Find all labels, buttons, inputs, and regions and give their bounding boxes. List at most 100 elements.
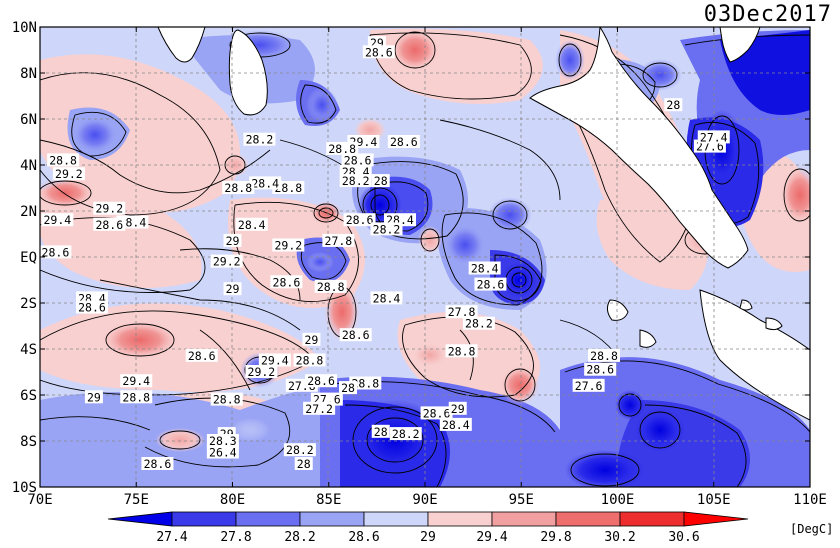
contour-label-text: 27.6 (575, 379, 603, 393)
y-tick-label: 8N (20, 66, 37, 82)
contour-label: 28.8 (314, 279, 347, 294)
contour-label: 28.8 (222, 181, 255, 195)
contour-label: 29 (223, 233, 242, 248)
contour-label-bg (371, 424, 390, 438)
contour-label-bg (47, 153, 80, 167)
contour-label-text: 29.2 (55, 167, 83, 181)
contour-label: 28.4 (249, 176, 282, 190)
colorbar-segment (363, 511, 429, 527)
contour-label-bg (697, 130, 730, 144)
contour-label-bg (341, 153, 374, 167)
contour-label-text: 28.8 (122, 390, 150, 404)
contour-label-text: 28.3 (209, 434, 237, 448)
colorbar-segment (427, 511, 493, 527)
contour-label-text: 28 (297, 457, 311, 471)
map-date-title: 03Dec2017 (703, 2, 832, 27)
contour-label-text: 28.8 (590, 349, 618, 363)
contour-label-bg (210, 254, 243, 268)
contour-label-text: 29.2 (274, 239, 302, 253)
contour-label-bg (222, 181, 255, 194)
contour-label-bg (210, 392, 243, 406)
y-tick-label: 4N (20, 158, 37, 174)
x-tick-label: 75E (124, 492, 149, 508)
contour-label-bg (235, 217, 268, 231)
contour-label-bg (572, 378, 605, 392)
contour-label: 26.4 (206, 445, 239, 460)
contour-label-bg (462, 316, 495, 330)
axis-ticks: 70E 75E 80E 85E 90E 95E 100E 105E 110E 10N 8N 6N 4N 2… (12, 20, 827, 508)
contour-label-bg (439, 417, 472, 431)
land-masses (157, 27, 810, 421)
colorbar-segment (555, 511, 621, 527)
contour-label-text: 28.6 (365, 45, 393, 59)
y-tick-label: EQ (20, 250, 37, 266)
contour-label-bg (223, 282, 242, 296)
contour-label-bg (93, 217, 126, 231)
contour-label: 28 (371, 174, 390, 188)
contour-label-bg (584, 362, 617, 376)
contour-label-text: 28.8 (317, 280, 345, 294)
contour-label-bg (120, 390, 153, 404)
contour-label-bg (258, 353, 291, 367)
contour-label-bg (41, 213, 74, 227)
x-tick-label: 90E (412, 492, 437, 508)
contour-label-text: 28.2 (342, 174, 370, 188)
contour-label-text: 29.4 (261, 354, 289, 368)
contour-label-bg (445, 305, 478, 319)
contour-label: 29.2 (52, 167, 85, 181)
contour-label-text: 29 (226, 282, 240, 296)
x-tick-label: 100E (601, 492, 635, 508)
contour-label: 28.6 (270, 275, 303, 289)
contour-label-bg (206, 445, 239, 459)
contour-label: 28.6 (93, 217, 126, 232)
colorbar-segment (235, 511, 301, 527)
contour-label: 28.6 (40, 245, 72, 259)
colorbar-level-label: 29.4 (476, 530, 507, 544)
y-tick-label: 6S (20, 388, 37, 404)
contour-label-bg (270, 275, 303, 289)
x-tick-label: 70E (27, 492, 52, 508)
contour-label-bg (293, 353, 326, 367)
contour-label-text: 28.8 (328, 142, 356, 156)
contour-label-bg (75, 300, 108, 314)
contour-label: 28.8 (120, 390, 153, 404)
contour-label-text: 29.2 (213, 255, 241, 269)
colorbar-level-label: 30.2 (604, 530, 635, 544)
contour-label-bg (120, 374, 153, 388)
contour-label-bg (370, 291, 403, 305)
colorbar-segment-low (107, 511, 173, 527)
contour-label-text: 27.8 (448, 305, 476, 319)
contour-label-text: 28 (374, 174, 388, 188)
x-tick-label: 95E (509, 492, 534, 508)
contour-label-bg (339, 381, 357, 395)
contour-label: 28.6 (185, 348, 218, 363)
contour-label: 28.8 (349, 376, 382, 391)
colorbar-level-label: 30.6 (668, 530, 699, 544)
contour-label-text: 28.8 (296, 354, 324, 368)
contour-label-text: 29 (304, 333, 318, 347)
contour-label: 28.2 (283, 443, 316, 457)
contour-label-text: 28.8 (49, 153, 77, 167)
y-tick-label: 6N (20, 112, 37, 128)
y-tick-label: 2S (20, 296, 37, 312)
contour-label-text: 28.6 (390, 135, 418, 149)
contour-label: 28.8 (293, 353, 326, 368)
x-tick-label: 80E (220, 492, 245, 508)
contour-label-text: 29 (87, 390, 101, 404)
contour-label-bg (339, 328, 372, 342)
contour-label: 28 (294, 457, 313, 471)
contour-label-text: 28.8 (274, 181, 302, 195)
contour-label: 27.6 (572, 378, 605, 393)
contour-label-text: 28.2 (286, 443, 314, 457)
contour-label: 28.8 (445, 344, 478, 358)
contour-label: 28 (339, 381, 357, 395)
contour-label-bg (420, 406, 453, 420)
colorbar-level-label: 29.8 (540, 530, 571, 544)
contour-label-text: 27.2 (305, 402, 333, 416)
contour-label-bg (141, 457, 174, 470)
contour-label: 29 (84, 390, 103, 404)
contour-label: 28.3 (206, 434, 239, 448)
contour-label-bg (314, 279, 347, 293)
contour-label-bg (243, 132, 276, 146)
